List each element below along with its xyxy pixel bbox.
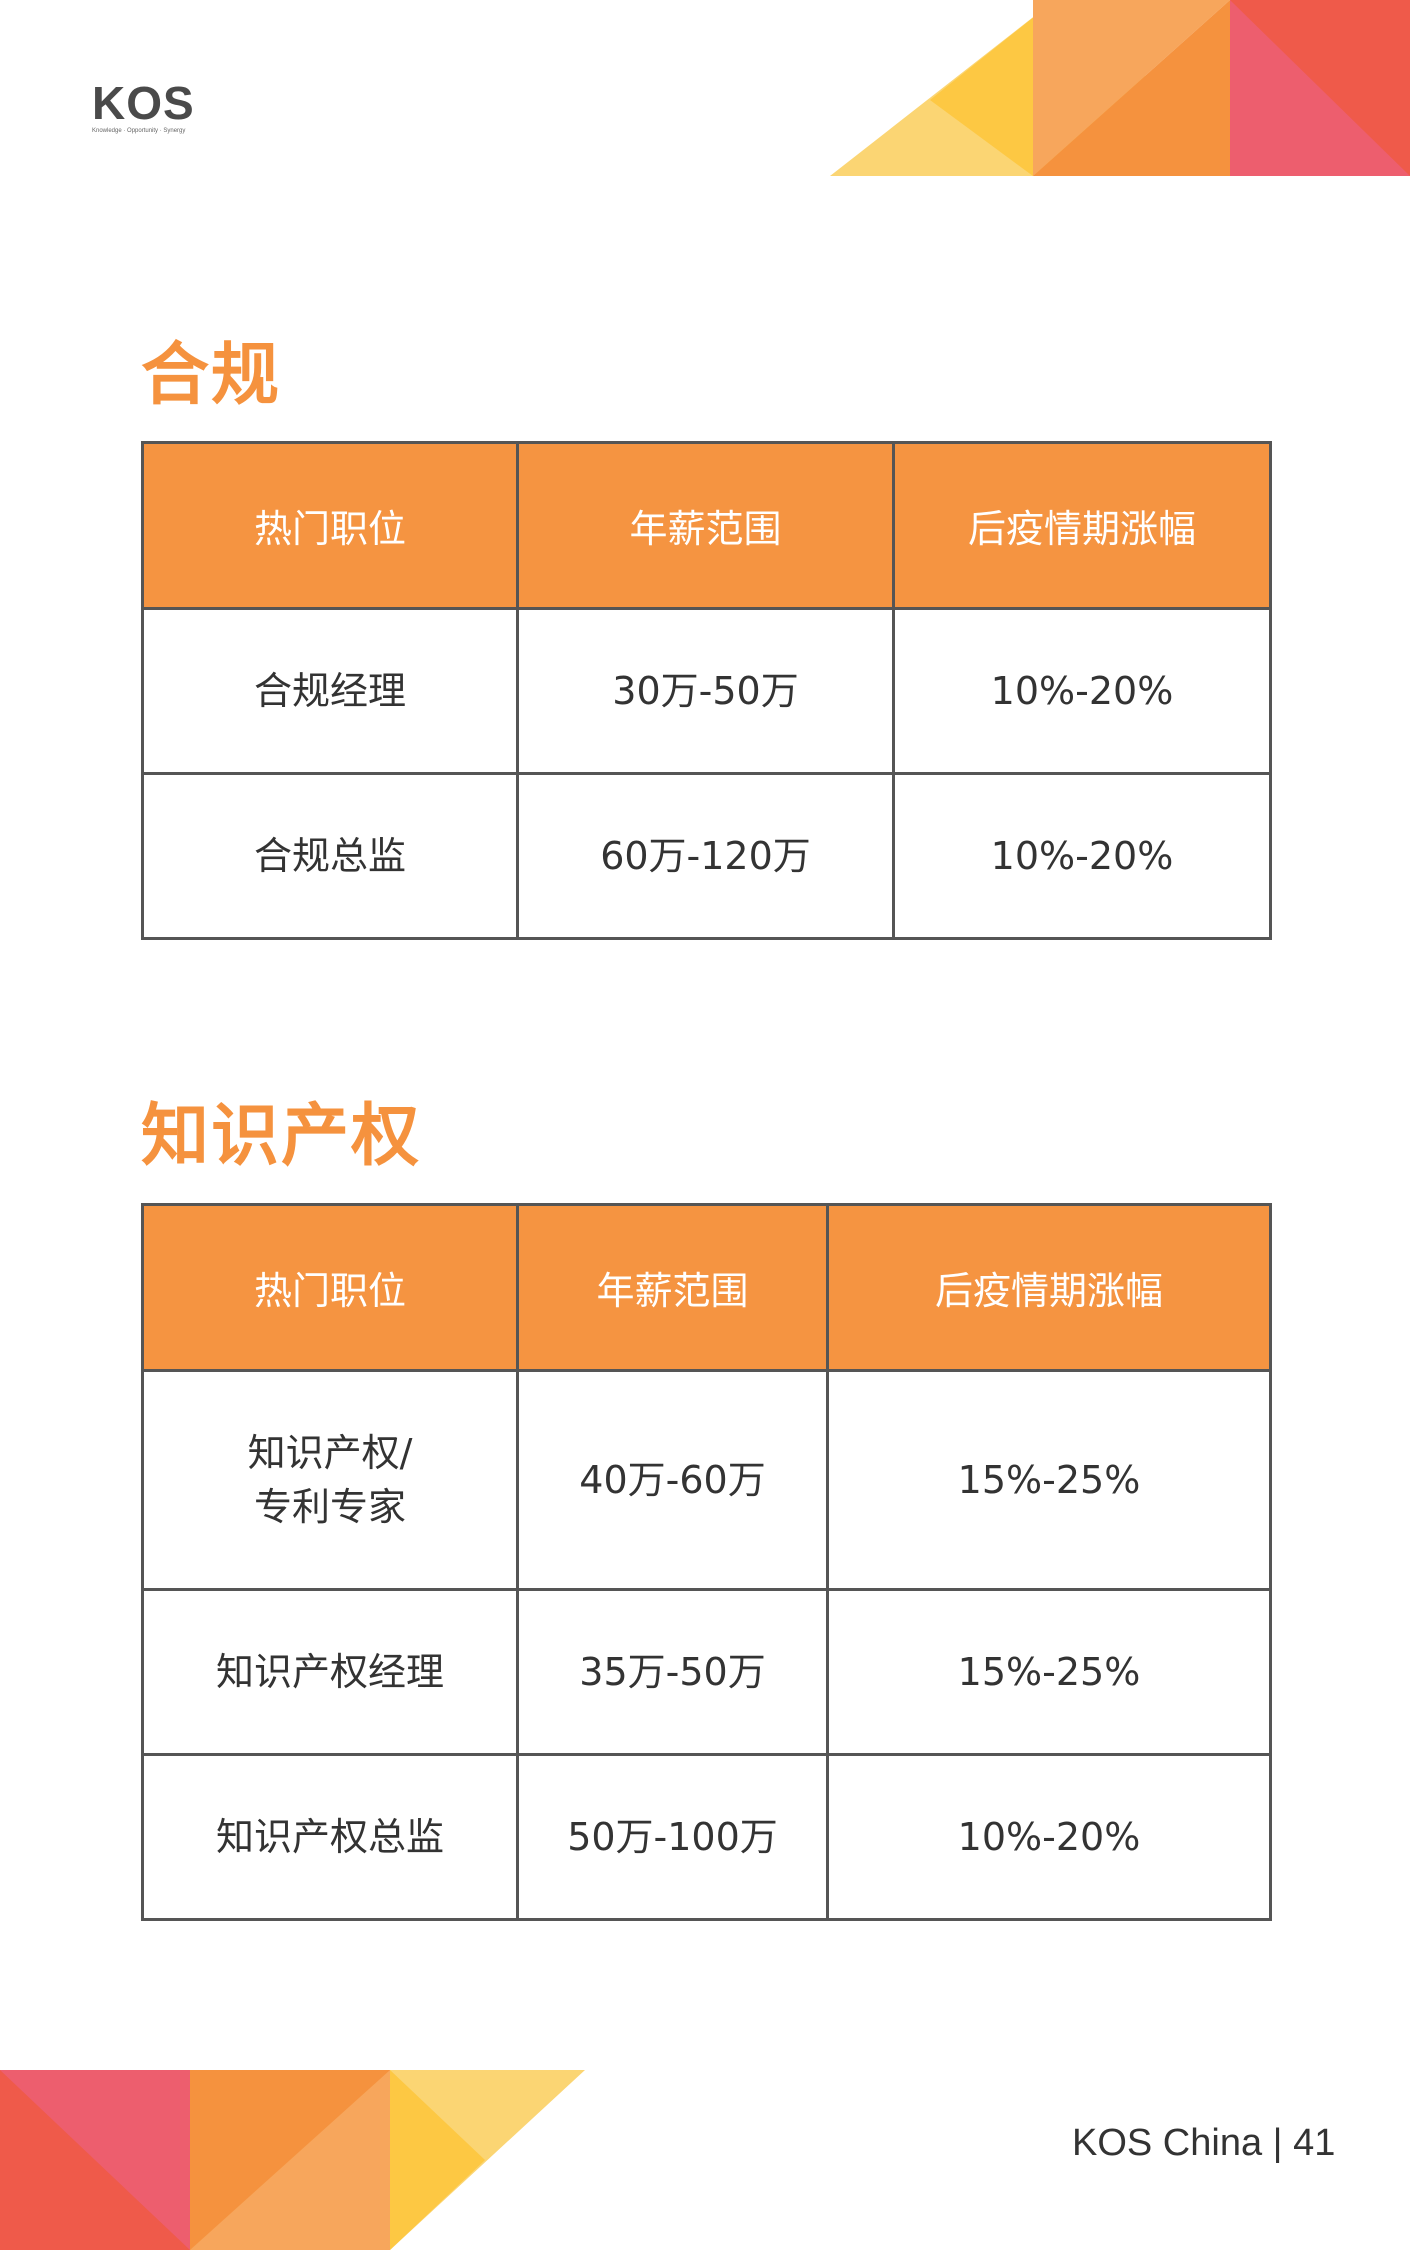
page-footer: KOS China | 41 xyxy=(1072,2122,1336,2164)
header-salary-range: 年薪范围 xyxy=(516,1203,829,1372)
logo-tagline: Knowledge · Opportunity · Synergy xyxy=(92,128,186,134)
table-header-row: 热门职位 年薪范围 后疫情期涨幅 xyxy=(141,1203,1272,1372)
cell-position-line: 知识产权/ xyxy=(247,1431,413,1475)
cell-salary: 60万-120万 xyxy=(516,772,895,940)
bottom-decoration xyxy=(0,2070,585,2250)
logo-wordmark: K O S xyxy=(92,80,202,126)
table-row: 知识产权/ 专利专家 40万-60万 15%-25% xyxy=(141,1369,1272,1591)
logo-letter-k: K xyxy=(92,77,127,129)
cell-position: 知识产权/ 专利专家 xyxy=(141,1369,519,1591)
table-header-row: 热门职位 年薪范围 后疫情期涨幅 xyxy=(141,441,1272,610)
header-salary-range: 年薪范围 xyxy=(516,441,895,610)
section-title-ip: 知识产权 xyxy=(141,1097,422,1176)
cell-salary: 35万-50万 xyxy=(516,1588,829,1756)
cell-position: 合规总监 xyxy=(141,772,519,940)
header-position: 热门职位 xyxy=(141,1203,519,1372)
table-row: 合规总监 60万-120万 10%-20% xyxy=(141,772,1272,940)
cell-salary: 40万-60万 xyxy=(516,1369,829,1591)
cell-salary: 30万-50万 xyxy=(516,607,895,775)
cell-salary: 50万-100万 xyxy=(516,1753,829,1921)
table-row: 知识产权经理 35万-50万 15%-25% xyxy=(141,1588,1272,1756)
cell-position-line: 专利专家 xyxy=(253,1485,406,1529)
header-growth: 后疫情期涨幅 xyxy=(826,1203,1272,1372)
section-title-compliance: 合规 xyxy=(141,336,282,415)
ip-salary-table: 热门职位 年薪范围 后疫情期涨幅 知识产权/ 专利专家 40万-60万 15%-… xyxy=(141,1203,1272,1921)
top-decoration xyxy=(830,0,1410,176)
table-row: 知识产权总监 50万-100万 10%-20% xyxy=(141,1753,1272,1921)
cell-growth: 10%-20% xyxy=(826,1753,1272,1921)
cell-growth: 10%-20% xyxy=(892,772,1272,940)
logo-letter-s: S xyxy=(163,77,195,129)
header-growth: 后疫情期涨幅 xyxy=(892,441,1272,610)
cell-position: 合规经理 xyxy=(141,607,519,775)
compliance-salary-table: 热门职位 年薪范围 后疫情期涨幅 合规经理 30万-50万 10%-20% 合规… xyxy=(141,441,1272,940)
logo-letter-o: O xyxy=(126,77,164,129)
table-row: 合规经理 30万-50万 10%-20% xyxy=(141,607,1272,775)
cell-growth: 10%-20% xyxy=(892,607,1272,775)
cell-growth: 15%-25% xyxy=(826,1588,1272,1756)
kos-logo: K O S Knowledge · Opportunity · Synergy xyxy=(92,80,202,140)
cell-growth: 15%-25% xyxy=(826,1369,1272,1591)
cell-position: 知识产权总监 xyxy=(141,1753,519,1921)
header-position: 热门职位 xyxy=(141,441,519,610)
cell-position: 知识产权经理 xyxy=(141,1588,519,1756)
